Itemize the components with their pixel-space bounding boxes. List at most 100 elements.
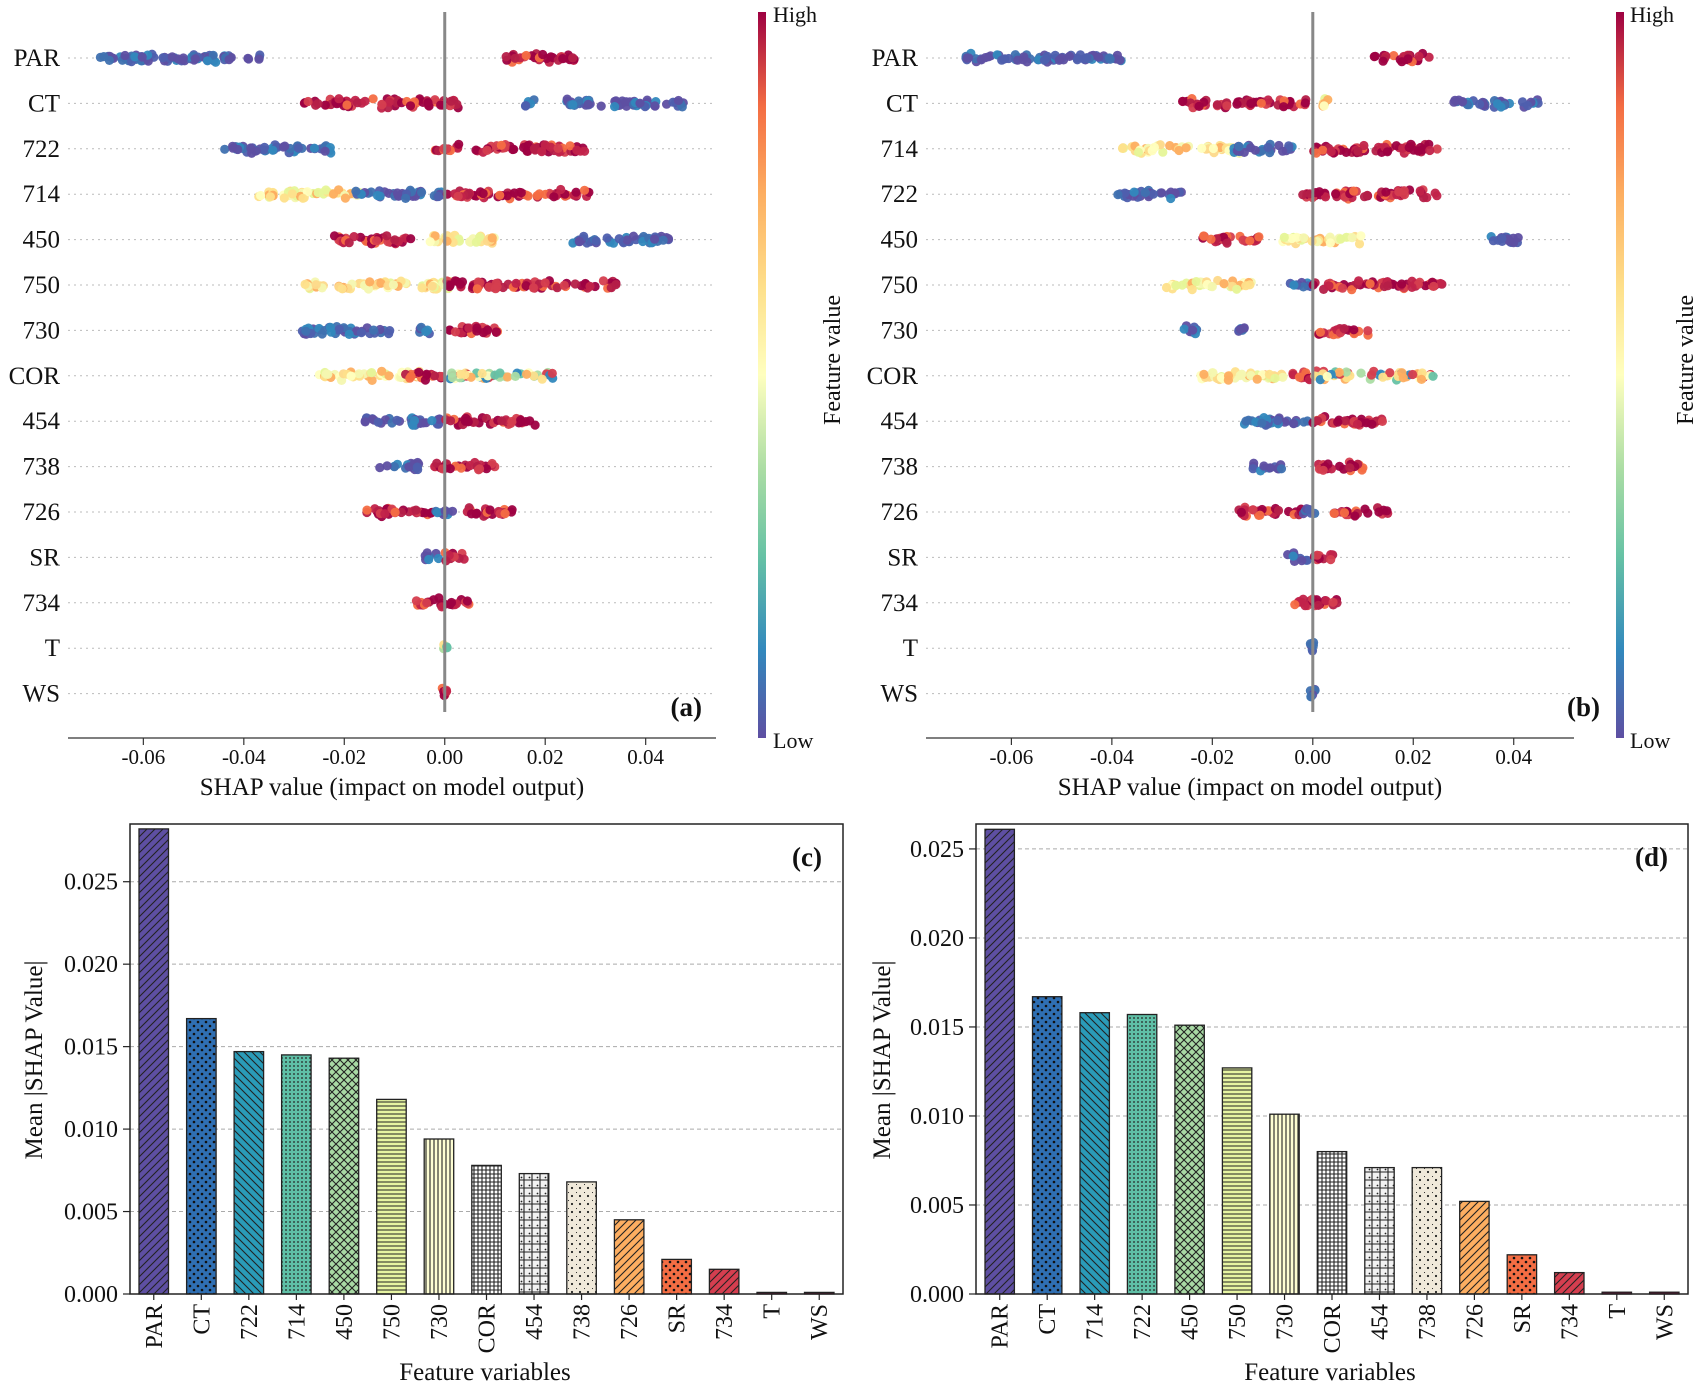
shap-point [376, 278, 386, 288]
shap-point [481, 464, 492, 474]
feature-label: PAR [14, 45, 61, 72]
shap-point [377, 100, 387, 110]
shap-point [482, 145, 492, 155]
bar-panel-d: 0.000 0.005 0.010 0.015 0.020 0.025 PAR CT 714 7… [869, 823, 1689, 1384]
panel-a-label: (a) [671, 692, 702, 722]
x-tick-label: 0.02 [527, 745, 564, 769]
y-tick-label: 0.015 [910, 1015, 964, 1041]
shap-point [1199, 231, 1209, 241]
shap-point [287, 189, 297, 199]
shap-point [1420, 281, 1431, 291]
panel-d-label: (d) [1635, 842, 1668, 872]
shap-point [1382, 506, 1392, 516]
shap-point [411, 596, 421, 606]
shap-point [1254, 232, 1264, 242]
x-tick-label: -0.04 [1090, 745, 1134, 769]
x-category-label: SR [1510, 1304, 1536, 1333]
shap-point [1315, 327, 1325, 337]
shap-point [313, 99, 323, 109]
bar-714 [1079, 1012, 1111, 1295]
shap-point [309, 143, 319, 153]
shap-point [999, 54, 1009, 64]
bar-722 [233, 1050, 265, 1295]
shap-point [478, 188, 488, 199]
shap-point [673, 95, 684, 106]
shap-point [465, 460, 475, 471]
bar-454 [518, 1172, 550, 1295]
shap-point [99, 52, 109, 62]
shap-point [300, 279, 310, 289]
shap-point [1363, 326, 1373, 336]
shap-point [540, 278, 550, 288]
shap-point [1013, 55, 1023, 65]
x-category-label: 454 [1367, 1304, 1393, 1340]
shap-point [1354, 239, 1365, 249]
shap-point [1381, 187, 1391, 197]
shap-point [511, 278, 521, 288]
feature-label: T [903, 635, 918, 662]
shap-point [417, 283, 427, 293]
shap-point [1407, 282, 1417, 292]
colorbar-b [1616, 12, 1624, 738]
bar-CT [1031, 996, 1063, 1295]
shap-point [301, 326, 311, 336]
shap-point [365, 277, 375, 287]
feature-label: WS [23, 681, 61, 708]
shap-point [1239, 147, 1249, 157]
shap-point [1161, 282, 1172, 293]
shap-point [1133, 147, 1143, 157]
shap-point [580, 146, 590, 156]
shap-point [1318, 465, 1328, 475]
shap-point [427, 416, 437, 426]
feature-label: 726 [881, 499, 919, 526]
shap-point [1370, 51, 1380, 61]
shap-point [455, 279, 465, 289]
shap-point [1362, 190, 1372, 200]
shap-point [1181, 143, 1191, 153]
shap-point [268, 145, 278, 155]
shap-point [1430, 188, 1440, 198]
feature-label: 450 [23, 227, 61, 254]
shap-point [1513, 233, 1523, 243]
shap-point [521, 50, 531, 61]
shap-point [516, 188, 526, 198]
shap-point [1276, 464, 1287, 474]
shap-point [538, 49, 548, 60]
shap-point [137, 52, 147, 62]
shap-point [1356, 231, 1366, 241]
shap-point [1212, 100, 1222, 110]
shap-point [1129, 187, 1139, 197]
shap-point [522, 369, 532, 379]
colorbar-b-title: Feature value [1673, 295, 1699, 425]
x-category-label: 750 [1225, 1304, 1251, 1340]
feature-label: 730 [23, 317, 61, 344]
shap-point [1326, 555, 1336, 565]
shap-point [1158, 147, 1168, 157]
x-category-label: T [1605, 1304, 1631, 1319]
shap-point [1347, 233, 1357, 243]
shap-point [1300, 601, 1310, 611]
shap-point [1288, 551, 1298, 561]
shap-point [1417, 145, 1427, 155]
feature-row-SR [1283, 548, 1338, 567]
shap-point [130, 52, 140, 62]
x-tick-label: -0.06 [990, 745, 1034, 769]
shap-point [530, 420, 540, 430]
shap-point [360, 96, 370, 106]
panel-c-ylabel: Mean |SHAP Value| [21, 961, 48, 1160]
shap-point [427, 281, 437, 291]
shap-point [1094, 52, 1104, 62]
shap-point [384, 329, 394, 339]
shap-point [412, 462, 422, 472]
shap-point [447, 372, 457, 383]
bar-726 [613, 1219, 645, 1295]
feature-row-730 [297, 321, 503, 339]
shap-point [1331, 189, 1341, 199]
shap-point [1174, 145, 1184, 156]
shap-point [1320, 192, 1331, 202]
colorbar-a-title: Feature value [820, 295, 846, 425]
shap-point [529, 371, 539, 381]
shap-point [1236, 507, 1246, 517]
shap-point [1252, 374, 1262, 384]
shap-point [1243, 415, 1254, 425]
